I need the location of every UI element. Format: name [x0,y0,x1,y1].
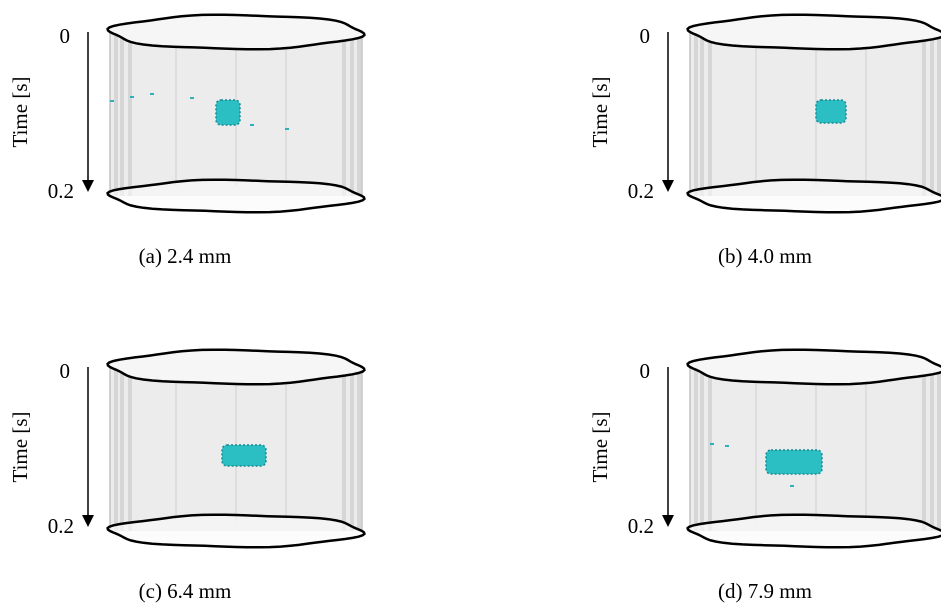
cylinder-shade [930,32,934,196]
tick-label: 0 [640,359,651,383]
cylinder-shade [357,367,361,531]
cylinder-bottom [108,515,365,548]
blob-speck [190,97,194,99]
blob-speck [130,96,134,98]
cylinder-shade [937,32,941,196]
blob-speck [250,124,254,126]
cylinder-shade [708,367,712,531]
tick-label: 0.2 [48,179,74,203]
y-axis-label: Time [s] [8,412,32,483]
cylinder-shade [120,367,124,531]
cylinder-shade [700,367,704,531]
cylinder-bottom [108,180,365,213]
cylinder-shade [357,32,361,196]
cylinder-bottom [688,180,941,213]
cylinder-top [108,350,365,385]
cylinder-bottom [688,515,941,548]
panel: 0 0.2 Time [s] (d) 7.9 mm [588,350,941,603]
tick-label: 0.2 [628,179,654,203]
tick-label: 0 [640,24,651,48]
panel: 0 0.2 Time [s] (b) 4.0 mm [588,15,941,268]
cylinder-shade [114,32,118,196]
cylinder-shade [694,32,698,196]
cylinder-shade [922,367,926,531]
blob-speck [150,93,154,95]
cylinder-shade [350,367,354,531]
caption: (c) 6.4 mm [139,579,232,603]
blob-speck [790,485,794,487]
cylinder-shade [114,367,118,531]
blob-speck [710,443,714,445]
blob [222,445,266,466]
tick-label: 0 [60,359,71,383]
cylinder-shade [708,32,712,196]
caption: (a) 2.4 mm [139,244,232,268]
cylinder-shade [930,367,934,531]
blob-speck [725,445,729,447]
cylinder-shade [120,32,124,196]
tick-label: 0 [60,24,71,48]
y-axis-label: Time [s] [8,77,32,148]
tick-label: 0.2 [628,514,654,538]
blob [816,100,846,123]
cylinder-shade [128,32,132,196]
y-axis-label: Time [s] [588,77,612,148]
figure: 0 0.2 Time [s] (a) 2.4 mm 0 0.2 Time [s] (b) 4.… [0,0,941,610]
cylinder-shade [350,32,354,196]
cylinder-shade [342,367,346,531]
blob [766,450,822,474]
cylinder-shade [128,367,132,531]
blob-speck [285,128,289,130]
blob [216,100,240,125]
cylinder-shade [700,32,704,196]
blob-speck [110,100,114,102]
cylinder-top [688,350,941,385]
cylinder-shade [922,32,926,196]
caption: (d) 7.9 mm [718,579,812,603]
cylinder-shade [694,367,698,531]
cylinder-shade [342,32,346,196]
cylinder-shade [937,367,941,531]
cylinder-top [108,15,365,50]
y-axis-label: Time [s] [588,412,612,483]
cylinder-top [688,15,941,50]
caption: (b) 4.0 mm [718,244,812,268]
tick-label: 0.2 [48,514,74,538]
panel: 0 0.2 Time [s] (a) 2.4 mm [8,15,365,268]
panel: 0 0.2 Time [s] (c) 6.4 mm [8,350,365,603]
